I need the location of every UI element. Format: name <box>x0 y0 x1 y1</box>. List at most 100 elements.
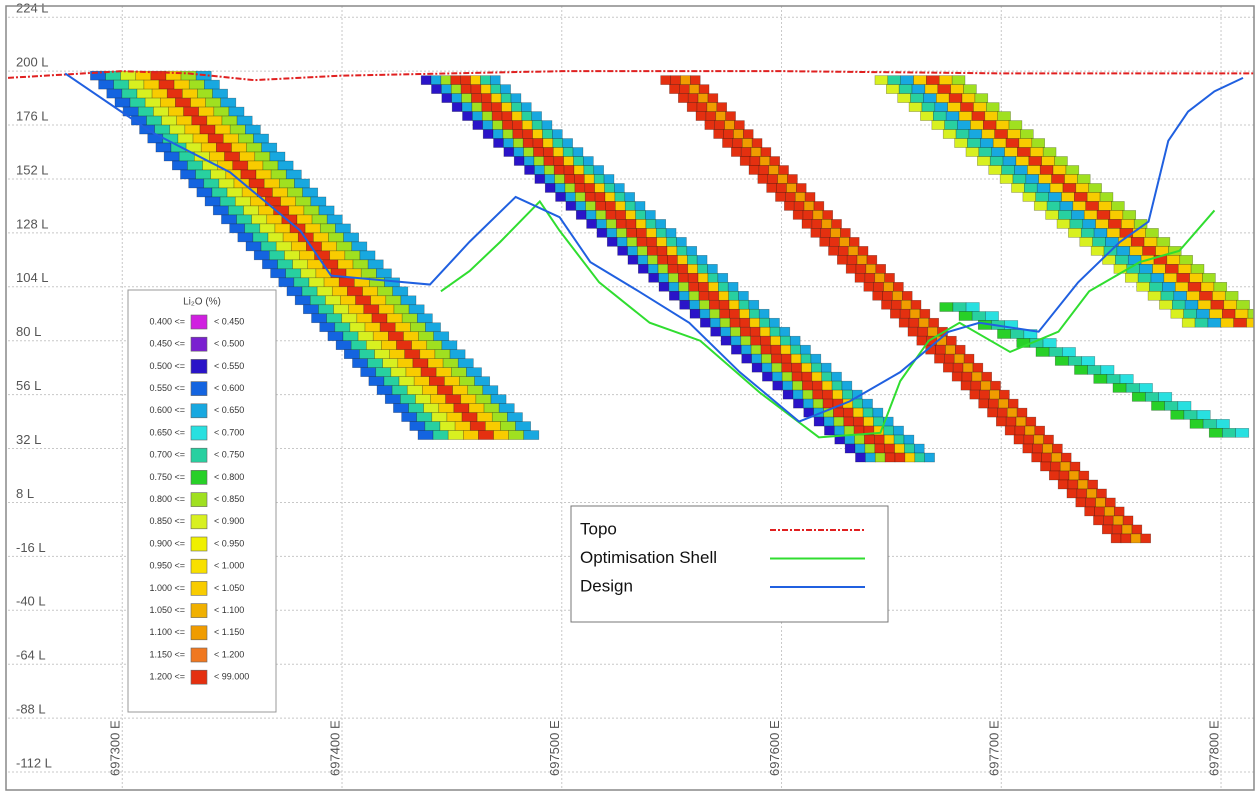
block <box>583 165 595 175</box>
block <box>834 425 845 436</box>
block <box>1028 156 1043 166</box>
block <box>510 93 522 103</box>
block <box>285 268 302 279</box>
block <box>719 317 731 328</box>
block <box>605 210 617 220</box>
block <box>295 196 312 207</box>
block <box>758 165 770 175</box>
block <box>1142 246 1156 256</box>
block <box>780 344 792 355</box>
block <box>791 371 803 382</box>
block <box>1068 356 1082 366</box>
block <box>274 223 291 234</box>
block <box>460 394 477 404</box>
block <box>1024 183 1038 193</box>
block <box>748 165 760 175</box>
block <box>883 434 895 445</box>
block <box>253 250 270 261</box>
block <box>1061 192 1075 202</box>
grade-swatch <box>190 470 208 485</box>
block <box>1130 533 1142 544</box>
block <box>935 93 950 103</box>
block <box>898 84 913 94</box>
block <box>963 84 977 94</box>
block <box>771 362 783 373</box>
grade-swatch <box>190 447 208 463</box>
block <box>1100 365 1115 375</box>
block <box>1170 308 1184 319</box>
block <box>1106 228 1121 238</box>
block <box>1023 434 1035 445</box>
block <box>965 302 980 312</box>
block <box>811 219 823 229</box>
block <box>854 443 866 454</box>
block <box>988 398 999 409</box>
block <box>204 79 220 90</box>
block <box>515 421 531 431</box>
block <box>1018 138 1033 148</box>
block <box>782 380 793 391</box>
block <box>969 389 980 400</box>
block <box>822 398 834 409</box>
block <box>460 84 472 94</box>
block <box>1202 273 1216 283</box>
block <box>831 371 842 382</box>
block <box>657 264 669 274</box>
block <box>1017 147 1031 157</box>
block <box>434 349 451 359</box>
block <box>1088 183 1102 193</box>
block <box>1066 488 1078 499</box>
block <box>854 434 865 445</box>
block <box>405 367 422 377</box>
block <box>882 290 893 301</box>
block <box>1207 317 1222 328</box>
block <box>482 129 494 139</box>
block <box>1233 317 1247 328</box>
x-tick-label: 697300 E <box>108 720 123 776</box>
block <box>995 120 1010 130</box>
block <box>971 311 986 321</box>
block <box>900 75 914 85</box>
block <box>278 277 295 288</box>
block <box>542 129 553 139</box>
block <box>678 273 689 283</box>
block <box>1170 410 1185 420</box>
grade-swatch <box>190 314 208 330</box>
block <box>863 282 875 292</box>
block <box>1098 201 1112 211</box>
block <box>440 75 452 85</box>
block <box>1156 237 1171 247</box>
block <box>903 434 915 445</box>
block <box>779 326 791 337</box>
block <box>657 255 668 265</box>
block <box>841 380 853 391</box>
block <box>1121 524 1133 535</box>
block <box>740 326 751 337</box>
block <box>372 331 389 342</box>
grade-lower: 1.150 <= <box>149 649 185 659</box>
block <box>656 246 668 256</box>
block <box>677 255 688 265</box>
block <box>188 79 205 90</box>
block <box>1174 282 1189 292</box>
block <box>427 358 444 368</box>
block <box>450 84 462 94</box>
grade-swatch <box>190 403 208 419</box>
block <box>1087 365 1102 375</box>
block <box>1149 282 1163 292</box>
block <box>416 313 433 324</box>
block <box>531 111 542 121</box>
block <box>1069 461 1081 472</box>
block <box>212 205 229 216</box>
block <box>866 255 878 265</box>
block <box>435 367 452 377</box>
block <box>718 299 730 310</box>
block <box>914 452 925 463</box>
y-tick-label: 8 L <box>16 486 34 501</box>
block <box>1014 165 1028 175</box>
grade-upper: < 0.650 <box>214 405 244 415</box>
block <box>729 317 741 328</box>
block <box>800 344 811 355</box>
block <box>1212 290 1226 301</box>
block <box>1042 147 1057 157</box>
